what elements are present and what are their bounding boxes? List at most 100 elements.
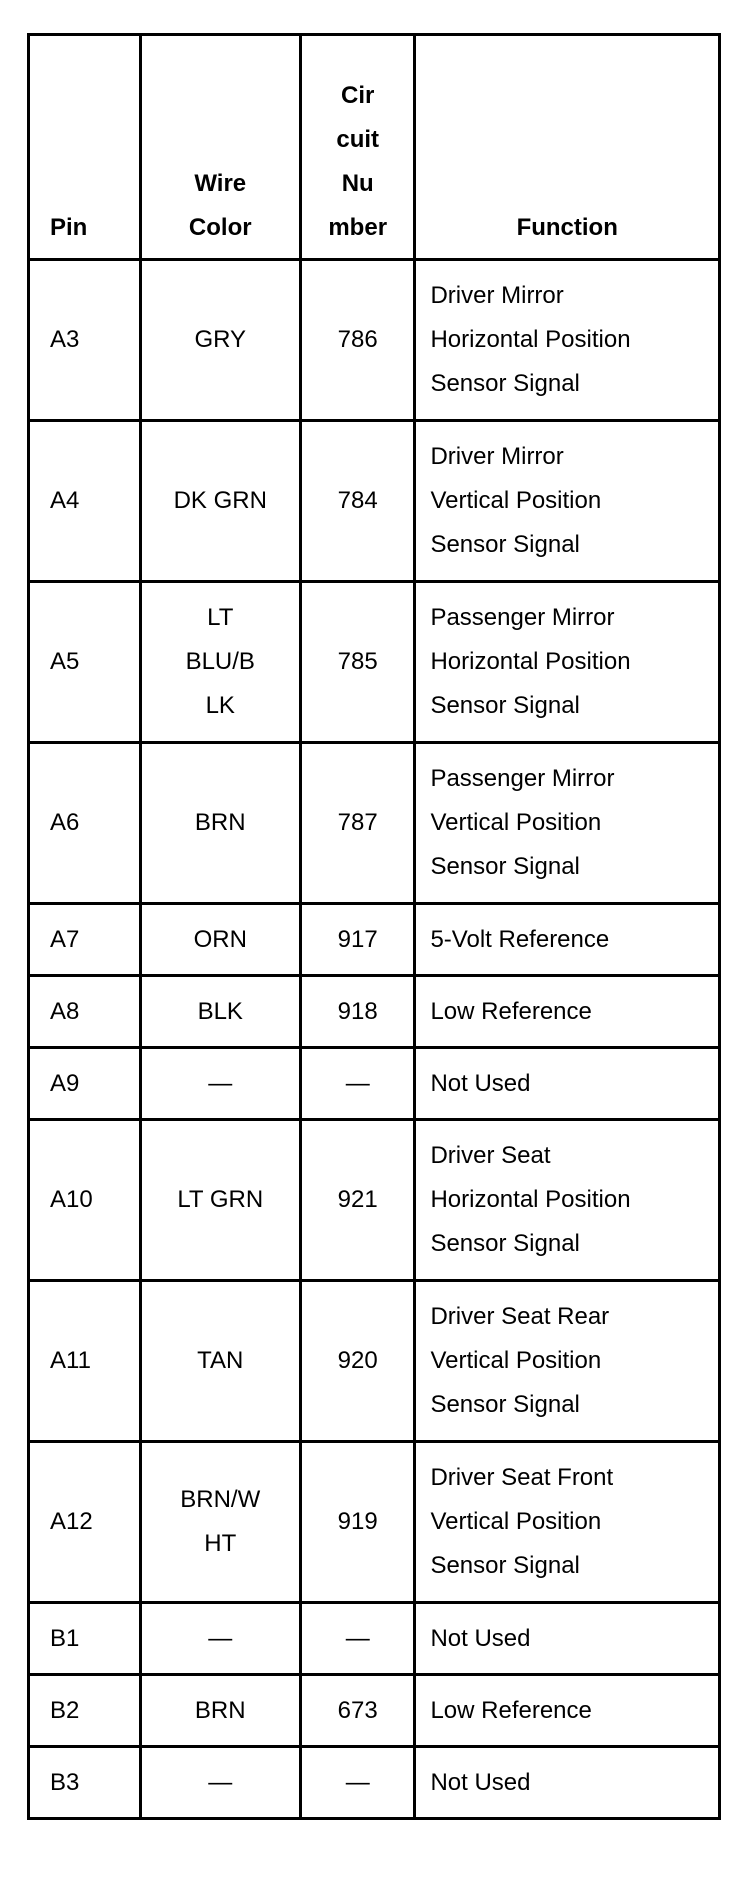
wire-color-cell-line: BRN/W	[180, 1486, 261, 1513]
header-line: cuit	[336, 126, 380, 153]
function-cell-line: Sensor Signal	[430, 1552, 580, 1579]
circuit-number-cell: 786	[298, 258, 417, 422]
pin-cell: A7	[27, 902, 142, 977]
pin-cell-line: A10	[50, 1186, 93, 1213]
pin-cell-line: A11	[50, 1347, 91, 1374]
circuit-number-cell-line: —	[345, 1624, 370, 1652]
function-cell: Not Used	[413, 1046, 721, 1121]
wire-color-cell-line: —	[208, 1069, 233, 1097]
function-cell-line: Vertical Position	[430, 487, 602, 514]
pin-cell-line: B3	[50, 1768, 80, 1796]
wire-color-cell: TAN	[138, 1279, 302, 1443]
wire-color-cell: ORN	[138, 902, 302, 977]
function-cell-line: Vertical Position	[430, 809, 602, 836]
wire-color-cell: BLK	[138, 974, 302, 1049]
pin-cell: A5	[27, 580, 142, 744]
header-row: Pin Wire Color Cir cuit Nu mber Function	[27, 33, 721, 261]
wire-color-cell: LT GRN	[138, 1118, 302, 1282]
wire-color-cell: GRY	[138, 258, 302, 422]
circuit-number-cell-line: 785	[337, 648, 378, 675]
table-row: A12 BRN/W HT 919 Driver Seat Front Vertical P…	[27, 1440, 721, 1604]
wire-color-cell-line: BRN	[194, 809, 246, 836]
table-row: A10 LT GRN 921 Driver Seat Horizontal Positi…	[27, 1118, 721, 1282]
wire-color-cell-line: DK GRN	[173, 487, 267, 514]
function-cell-line: Sensor Signal	[430, 370, 580, 397]
function-cell-line: Not Used	[430, 1768, 531, 1796]
circuit-number-cell: 921	[298, 1118, 417, 1282]
circuit-number-cell: 787	[298, 741, 417, 905]
pin-cell: B1	[27, 1601, 142, 1676]
circuit-number-cell-line: 784	[337, 487, 378, 514]
function-cell: Passenger Mirror Horizontal Position Senso…	[413, 580, 721, 744]
wire-color-cell: BRN	[138, 1673, 302, 1748]
function-cell-line: Passenger Mirror	[430, 765, 615, 792]
wire-color-cell: —	[138, 1745, 302, 1820]
header-line: Nu	[341, 170, 374, 197]
circuit-number-cell-line: 918	[337, 997, 378, 1025]
wire-color-cell-line: BLK	[197, 997, 243, 1025]
circuit-number-cell: 917	[298, 902, 417, 977]
header-circuit-number: Cir cuit Nu mber	[298, 33, 417, 261]
function-cell: Driver Seat Horizontal Position Sensor Sig…	[413, 1118, 721, 1282]
pin-cell: B2	[27, 1673, 142, 1748]
wire-color-cell-line: BLU/B	[185, 648, 255, 675]
wire-color-cell-line: TAN	[197, 1347, 244, 1374]
table-row: A5 LT BLU/B LK 785 Passenger Mirror Horizontal…	[27, 580, 721, 744]
wire-color-cell-line: LK	[205, 692, 235, 719]
circuit-number-cell: 785	[298, 580, 417, 744]
circuit-number-cell-line: 920	[337, 1347, 378, 1374]
function-cell: Driver Seat Front Vertical Position Sensor…	[413, 1440, 721, 1604]
wire-color-cell-line: GRY	[194, 326, 247, 353]
header-line: Color	[188, 214, 252, 241]
table-row: B1 — — Not Used	[27, 1601, 721, 1676]
wire-color-cell: BRN/W HT	[138, 1440, 302, 1604]
wire-color-cell-line: ORN	[193, 925, 247, 953]
function-cell: Driver Mirror Horizontal Position Sensor S…	[413, 258, 721, 422]
header-line: Cir	[341, 82, 375, 109]
wire-color-cell: LT BLU/B LK	[138, 580, 302, 744]
function-cell-line: Passenger Mirror	[430, 604, 615, 631]
header-wire-color: Wire Color	[138, 33, 302, 261]
pin-cell-line: A7	[50, 925, 80, 953]
function-cell-line: Sensor Signal	[430, 1230, 580, 1257]
table-row: A9 — — Not Used	[27, 1046, 721, 1121]
wire-color-cell-line: LT GRN	[177, 1186, 264, 1213]
function-cell: Driver Seat Rear Vertical Position Sensor …	[413, 1279, 721, 1443]
circuit-number-cell: 784	[298, 419, 417, 583]
circuit-number-cell-line: 787	[337, 809, 378, 836]
table-row: B3 — — Not Used	[27, 1745, 721, 1820]
wire-color-cell-line: —	[208, 1768, 233, 1796]
wire-color-cell-line: LT	[207, 604, 234, 631]
function-cell-line: Driver Seat	[430, 1142, 551, 1169]
function-cell-line: Not Used	[430, 1624, 531, 1652]
pin-cell: A6	[27, 741, 142, 905]
table-row: B2 BRN 673 Low Reference	[27, 1673, 721, 1748]
function-cell: Passenger Mirror Vertical Position Sensor …	[413, 741, 721, 905]
function-cell-line: Horizontal Position	[430, 648, 631, 675]
pin-cell: A8	[27, 974, 142, 1049]
circuit-number-cell-line: —	[345, 1069, 370, 1097]
pin-cell: A4	[27, 419, 142, 583]
table-row: A3 GRY 786 Driver Mirror Horizontal Position…	[27, 258, 721, 422]
wire-color-cell: —	[138, 1601, 302, 1676]
pin-cell-line: A5	[50, 648, 80, 675]
pin-cell-line: A6	[50, 809, 80, 836]
circuit-number-cell-line: —	[345, 1768, 370, 1796]
function-cell-line: Not Used	[430, 1069, 531, 1097]
table-row: A4 DK GRN 784 Driver Mirror Vertical Positio…	[27, 419, 721, 583]
circuit-number-cell-line: 921	[337, 1186, 378, 1213]
circuit-number-cell-line: 786	[337, 326, 378, 353]
function-cell-line: Horizontal Position	[430, 1186, 631, 1213]
circuit-number-cell: 919	[298, 1440, 417, 1604]
pin-cell-line: A9	[50, 1069, 80, 1097]
wire-color-cell: DK GRN	[138, 419, 302, 583]
function-cell: 5-Volt Reference	[413, 902, 721, 977]
pin-cell-line: B1	[50, 1624, 80, 1652]
table-row: A7 ORN 917 5-Volt Reference	[27, 902, 721, 977]
circuit-number-cell: —	[298, 1601, 417, 1676]
wire-color-cell-line: HT	[204, 1530, 237, 1557]
circuit-number-cell-line: 917	[337, 925, 378, 953]
function-cell-line: Low Reference	[430, 1696, 592, 1724]
function-cell-line: 5-Volt Reference	[430, 925, 610, 953]
pin-cell: A3	[27, 258, 142, 422]
